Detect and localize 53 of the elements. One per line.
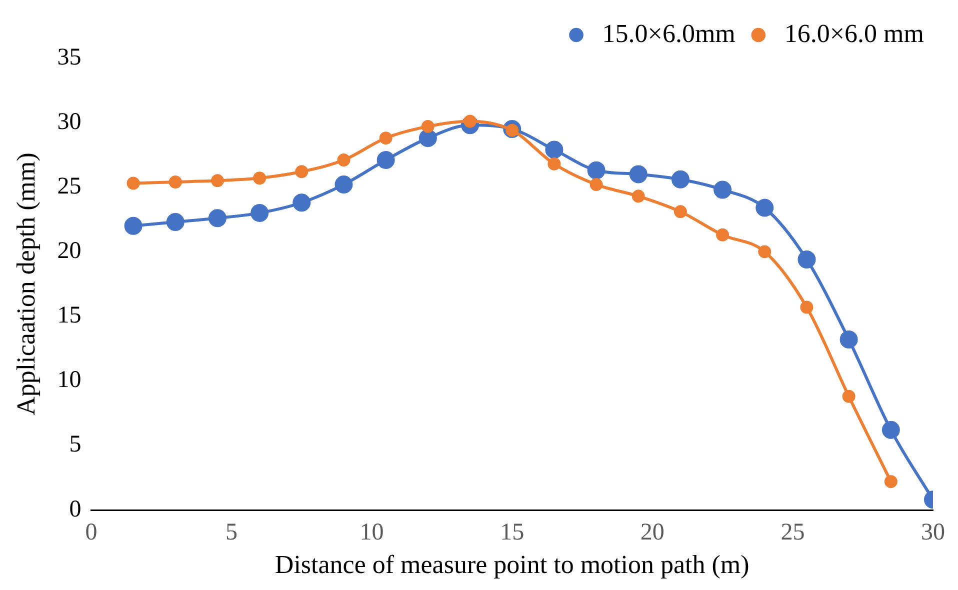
point bbox=[334, 176, 353, 194]
point bbox=[545, 140, 564, 159]
point bbox=[376, 151, 395, 170]
point bbox=[884, 475, 898, 488]
point bbox=[716, 228, 730, 242]
point bbox=[800, 300, 814, 314]
y-axis-title: Applicaation depth (mm) bbox=[11, 152, 40, 416]
point bbox=[210, 174, 224, 188]
point bbox=[166, 213, 184, 232]
y-tick-label: 15 bbox=[57, 302, 82, 329]
y-tick-label: 0 bbox=[69, 496, 82, 522]
x-tick-label: 20 bbox=[640, 520, 664, 546]
point bbox=[292, 194, 311, 212]
point bbox=[124, 216, 142, 235]
point bbox=[379, 132, 392, 145]
point bbox=[674, 205, 687, 218]
point bbox=[253, 172, 266, 185]
y-tick-label: 30 bbox=[57, 108, 82, 135]
y-tick-label: 20 bbox=[57, 238, 82, 264]
point bbox=[882, 420, 900, 439]
point bbox=[842, 390, 856, 403]
point bbox=[168, 175, 182, 188]
y-tick-label: 35 bbox=[57, 44, 82, 70]
point bbox=[250, 204, 269, 222]
legend-label: 15.0×6.0mm bbox=[602, 18, 736, 48]
point bbox=[587, 161, 606, 180]
point bbox=[714, 180, 732, 199]
point bbox=[590, 178, 603, 192]
y-tick-label: 10 bbox=[57, 367, 82, 394]
point bbox=[840, 330, 858, 349]
point bbox=[632, 190, 645, 203]
point bbox=[629, 165, 648, 184]
legend-label: 16.0×6.0 mm bbox=[784, 18, 924, 48]
x-tick-label: 5 bbox=[226, 520, 238, 546]
y-tick-label: 25 bbox=[57, 173, 82, 200]
point bbox=[756, 198, 774, 217]
point bbox=[421, 120, 434, 133]
x-tick-label: 15 bbox=[500, 520, 524, 546]
x-tick-label: 10 bbox=[360, 520, 384, 546]
x-axis-title: Distance of measure point to motion path (m) bbox=[274, 550, 750, 580]
x-tick-label: 30 bbox=[921, 520, 945, 546]
point bbox=[758, 245, 772, 258]
x-tick-label: 25 bbox=[780, 520, 805, 546]
point bbox=[548, 157, 561, 170]
point bbox=[798, 250, 816, 268]
point bbox=[295, 165, 308, 178]
x-tick-label: 0 bbox=[85, 520, 98, 546]
point bbox=[337, 154, 350, 167]
point bbox=[126, 176, 140, 190]
point bbox=[671, 170, 690, 188]
point bbox=[208, 209, 226, 228]
point bbox=[418, 129, 437, 148]
y-tick-label: 5 bbox=[69, 432, 82, 458]
